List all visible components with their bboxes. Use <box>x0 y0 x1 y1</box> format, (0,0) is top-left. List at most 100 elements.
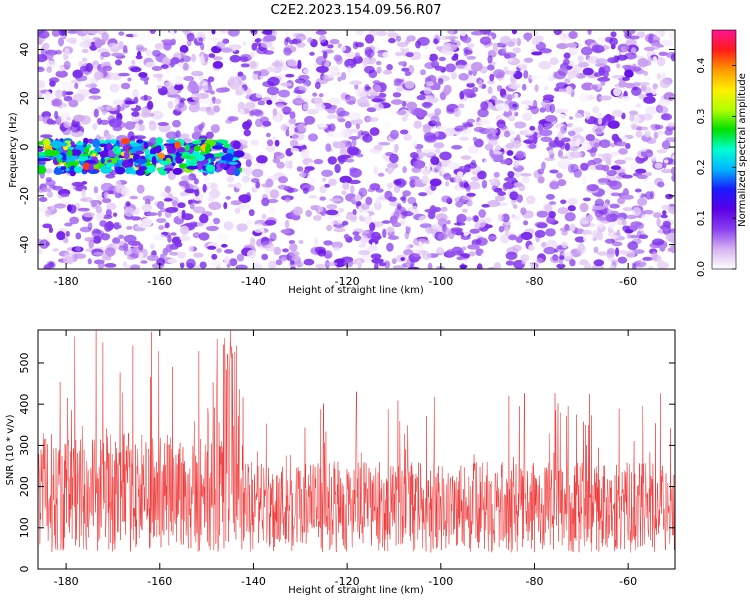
heatmap-band-cell <box>106 142 112 151</box>
heatmap-cell <box>563 52 571 59</box>
heatmap-band-cell <box>163 167 174 172</box>
heatmap-cell <box>599 139 611 149</box>
heatmap-cell <box>427 262 433 269</box>
heatmap-cell <box>322 51 328 59</box>
heatmap-cell <box>215 87 227 93</box>
heatmap-cell <box>220 47 233 53</box>
heatmap-cell <box>501 45 507 54</box>
heatmap-band-cell <box>48 149 60 157</box>
heatmap-cell <box>621 194 634 200</box>
heatmap-cell <box>433 38 439 45</box>
heatmap-band-cell <box>186 165 199 170</box>
heatmap-cell <box>118 31 125 36</box>
heatmap-cell <box>670 53 675 62</box>
heatmap-cell <box>567 197 578 206</box>
heatmap-cell <box>468 251 476 257</box>
heatmap-cell <box>592 205 605 211</box>
heatmap-cell <box>38 30 50 39</box>
heatmap-cell <box>364 34 375 44</box>
heatmap-cell <box>138 252 144 261</box>
heatmap-cell <box>139 32 152 42</box>
heatmap-cell <box>245 192 251 202</box>
heatmap-cell <box>305 209 312 217</box>
heatmap-cell <box>79 198 88 202</box>
heatmap-cell <box>309 51 315 56</box>
heatmap-cell <box>144 79 149 85</box>
heatmap-cell <box>497 191 506 196</box>
heatmap-cell <box>458 73 469 81</box>
heatmap-cell <box>571 124 579 129</box>
heatmap-cell <box>607 120 620 129</box>
heatmap-cell <box>172 200 178 207</box>
heatmap-cell <box>539 129 553 137</box>
heatmap-cell <box>352 209 357 216</box>
x-tick-label: -60 <box>619 575 637 588</box>
heatmap-cell <box>87 53 99 60</box>
heatmap-cell <box>658 51 668 56</box>
heatmap-cell <box>501 213 510 223</box>
heatmap-cell <box>102 253 107 262</box>
heatmap-cell <box>463 181 469 188</box>
heatmap-cell <box>81 48 89 54</box>
snr-x-label: Height of straight line (km) <box>288 585 424 596</box>
heatmap-cell <box>572 126 584 133</box>
heatmap-cell <box>458 165 470 173</box>
heatmap-cell <box>490 152 504 163</box>
heatmap-cell <box>597 77 610 82</box>
heatmap-cell <box>492 42 498 53</box>
heatmap-cell <box>165 131 178 140</box>
heatmap-cell <box>386 63 393 71</box>
heatmap-cell <box>153 233 166 241</box>
heatmap-cell <box>523 220 529 226</box>
heatmap-cell <box>617 197 626 205</box>
heatmap-cell <box>640 113 653 121</box>
heatmap-cell <box>46 99 52 107</box>
heatmap-y-label: Frequency (Hz) <box>8 112 19 188</box>
heatmap-panel: -180 -160 -140 -120 -100 -80 -60 -40 -20 0 20 40 H… <box>8 29 676 296</box>
heatmap-cell <box>202 183 207 193</box>
heatmap-cell <box>396 41 409 48</box>
heatmap-cell <box>273 246 282 256</box>
heatmap-cell <box>55 66 66 72</box>
heatmap-cell <box>629 162 638 171</box>
heatmap-cell <box>330 219 344 225</box>
heatmap-cell <box>38 197 48 202</box>
heatmap-cell <box>303 169 310 174</box>
heatmap-cell <box>209 90 216 95</box>
heatmap-cell <box>660 214 668 219</box>
heatmap-cell <box>208 201 222 211</box>
heatmap-band-cell <box>91 153 97 157</box>
heatmap-cell <box>597 251 608 256</box>
heatmap-cell <box>285 197 290 203</box>
heatmap-cell <box>387 167 394 175</box>
heatmap-cell <box>280 82 292 87</box>
colorbar-ticks: 0.0 0.1 0.2 0.3 0.4 <box>696 58 736 277</box>
heatmap-cell <box>245 101 256 110</box>
heatmap-cell <box>632 249 645 255</box>
y-tick-label: 40 <box>18 43 31 57</box>
heatmap-cell <box>348 112 361 121</box>
heatmap-cell <box>478 118 490 125</box>
heatmap-cell <box>599 95 612 101</box>
heatmap-cell <box>662 220 671 228</box>
heatmap-cell <box>266 86 280 96</box>
heatmap-cell <box>396 203 402 210</box>
heatmap-cell <box>75 246 81 252</box>
heatmap-cell <box>514 170 523 178</box>
heatmap-cell <box>242 121 251 130</box>
heatmap-cell <box>494 195 505 202</box>
y-tick-label: 500 <box>18 352 31 373</box>
heatmap-band-cell <box>138 166 148 171</box>
heatmap-cell <box>364 46 373 56</box>
heatmap-cell <box>516 194 523 203</box>
heatmap-cell <box>71 181 85 187</box>
y-tick-label: -20 <box>18 187 31 205</box>
heatmap-cell <box>456 213 467 223</box>
heatmap-cell <box>454 64 466 70</box>
heatmap-cell <box>51 30 60 37</box>
heatmap-cell <box>481 179 488 189</box>
heatmap-cell <box>532 135 538 145</box>
heatmap-cell <box>504 130 511 138</box>
heatmap-cell <box>194 189 200 197</box>
heatmap-cell <box>507 101 519 111</box>
